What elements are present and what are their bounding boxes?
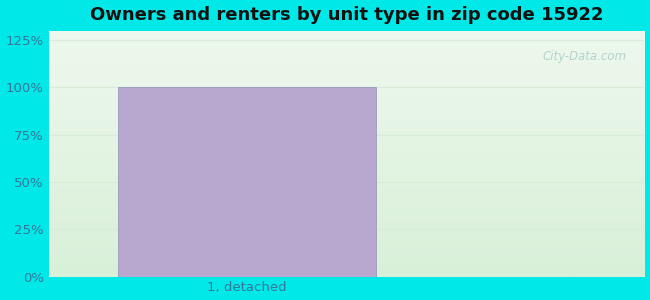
Text: City-Data.com: City-Data.com bbox=[543, 50, 627, 63]
Title: Owners and renters by unit type in zip code 15922: Owners and renters by unit type in zip c… bbox=[90, 6, 603, 24]
Bar bbox=[118, 87, 376, 277]
